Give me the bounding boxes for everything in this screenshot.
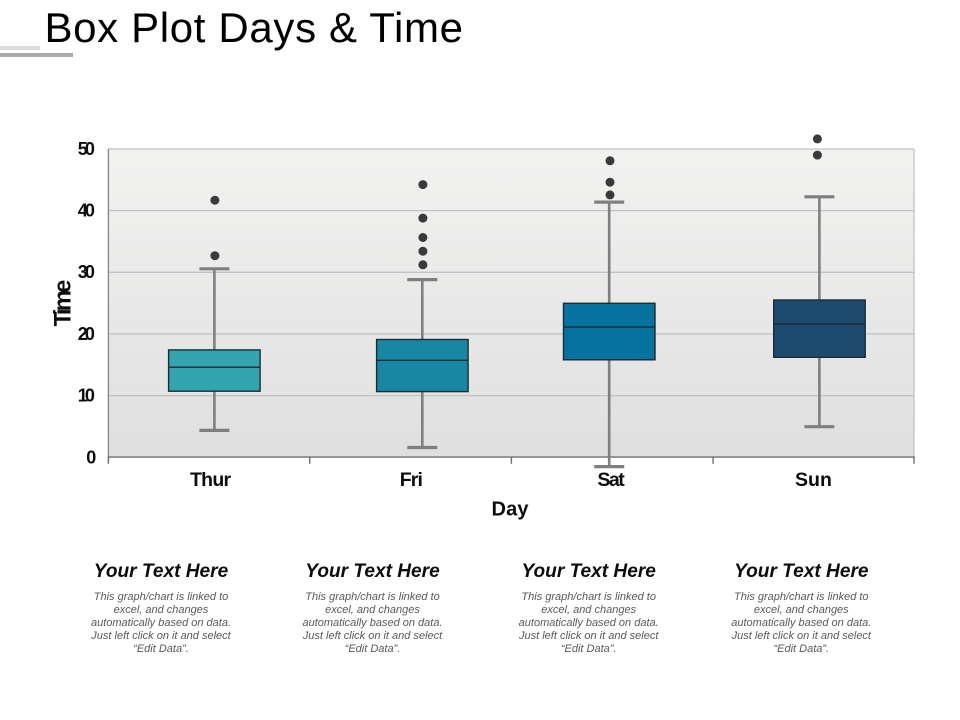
svg-text:30: 30 <box>78 262 95 282</box>
svg-text:Fri: Fri <box>400 469 423 491</box>
svg-text:10: 10 <box>78 386 95 406</box>
svg-text:Sun: Sun <box>795 469 832 491</box>
svg-text:0: 0 <box>86 447 96 467</box>
svg-text:Time: Time <box>49 280 76 327</box>
svg-text:20: 20 <box>78 324 95 344</box>
svg-text:Thur: Thur <box>190 469 232 491</box>
svg-text:50: 50 <box>78 139 95 159</box>
svg-text:Sat: Sat <box>597 469 625 491</box>
svg-text:Day: Day <box>492 498 530 520</box>
svg-text:40: 40 <box>78 201 95 221</box>
